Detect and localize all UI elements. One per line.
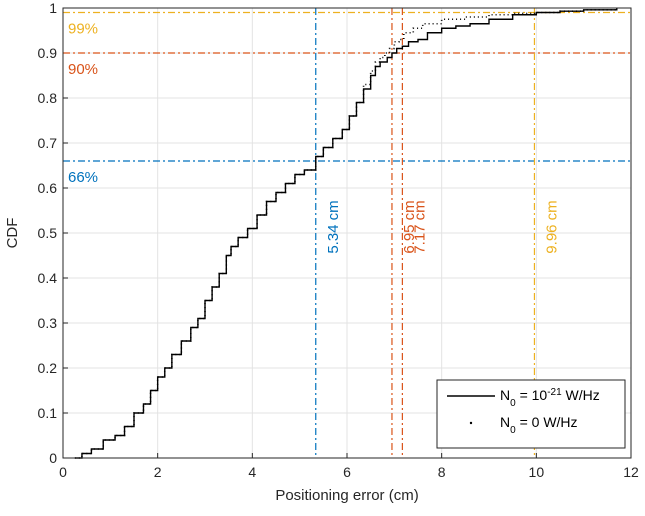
legend-entry-1: N0 = 0 W/Hz: [500, 414, 578, 436]
x-tick-labels: 0 2 4 6 8 10 12: [59, 464, 639, 480]
y-axis-label: CDF: [4, 218, 21, 249]
y-tick-label: 0.1: [38, 405, 58, 421]
y-tick-label: 0.9: [38, 45, 58, 61]
series-line-0: [74, 8, 618, 459]
y-tick-label: 0.4: [38, 270, 58, 286]
x-axis-label: Positioning error (cm): [275, 487, 418, 504]
y-tick-label: 0.5: [38, 225, 58, 241]
y-tick-label: 1: [49, 0, 57, 16]
y-tick-label: 0.3: [38, 315, 58, 331]
reference-labels: 99% 90% 66% 5.34 cm 6.95 cm7.17 cm 9.96 cm: [68, 21, 560, 254]
y-tick-label: 0.2: [38, 360, 58, 376]
reference-label: 90%: [68, 61, 98, 78]
x-tick-label: 2: [154, 464, 162, 480]
y-tick-label: 0: [49, 450, 57, 466]
reference-label: 66%: [68, 169, 98, 186]
reference-label: 5.34 cm: [325, 200, 342, 253]
legend-text-part: N: [500, 387, 510, 403]
y-tick-labels: 0 0.1 0.2 0.3 0.4 0.5 0.6 0.7 0.8 0.9 1: [38, 0, 58, 466]
reference-label: 6.95 cm: [401, 200, 418, 253]
legend-text-part: N: [500, 414, 510, 430]
legend-swatch-1: [469, 421, 473, 425]
reference-label: 9.96 cm: [543, 200, 560, 253]
legend-text-part: W/Hz: [562, 387, 600, 403]
y-tick-label: 0.6: [38, 180, 58, 196]
legend-text-part: = 10: [516, 387, 548, 403]
legend-text-part: 0: [510, 425, 516, 436]
x-tick-label: 4: [248, 464, 256, 480]
x-tick-label: 0: [59, 464, 67, 480]
y-tick-label: 0.7: [38, 135, 58, 151]
x-tick-label: 12: [623, 464, 639, 480]
legend-text-part: 0: [510, 398, 516, 409]
legend-text-part: -21: [547, 387, 562, 398]
series-lines: [74, 8, 618, 459]
legend-box: [436, 379, 626, 449]
legend-text-part: = 0 W/Hz: [516, 414, 578, 430]
x-tick-label: 10: [529, 464, 545, 480]
x-tick-label: 6: [343, 464, 351, 480]
legend-entry-0: N0 = 10-21 W/Hz: [500, 387, 600, 409]
plot-frame: [62, 7, 632, 459]
x-tick-label: 8: [438, 464, 446, 480]
reference-label: 7.17 cm: [411, 200, 428, 253]
y-tick-label: 0.8: [38, 90, 58, 106]
reference-label: 99%: [68, 21, 98, 38]
